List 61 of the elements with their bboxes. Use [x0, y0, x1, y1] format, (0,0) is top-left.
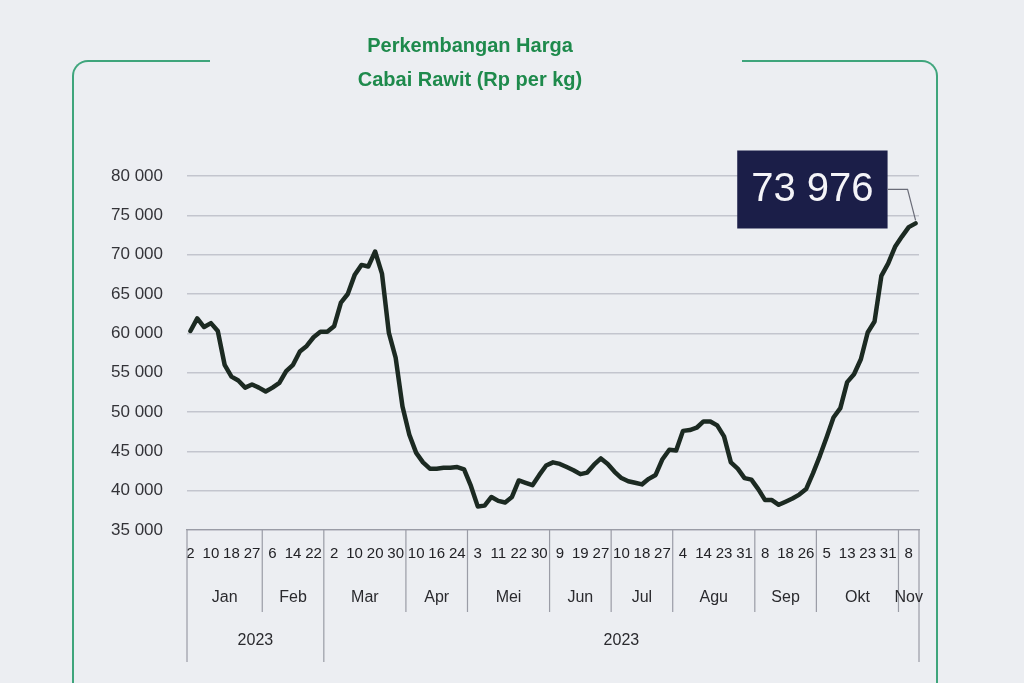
y-tick-label: 75 000 — [111, 205, 163, 225]
data-label: 73 976 — [751, 165, 874, 210]
x-tick-label: 11 — [490, 544, 507, 562]
text: 2023 — [603, 631, 640, 649]
x-tick-label: 4 — [678, 544, 688, 562]
x-tick-label: 10 — [202, 544, 220, 562]
text: Feb — [279, 588, 307, 606]
text: Jan — [211, 588, 238, 606]
x-tick-label: 8 — [904, 544, 913, 562]
x-tick-label: 31 — [879, 544, 897, 562]
x-tick-label: 10 — [407, 544, 425, 562]
x-tick-label: 30 — [387, 544, 404, 562]
text: Jun — [567, 588, 594, 606]
text: Nov — [894, 588, 923, 606]
text: Apr — [424, 588, 450, 606]
x-tick-label: 30 — [530, 544, 548, 562]
y-tick-label: 70 000 — [111, 244, 163, 264]
text: Mar — [351, 588, 380, 606]
x-tick-label: 2 — [186, 544, 195, 562]
x-tick-label: 20 — [366, 544, 384, 562]
x-tick-label: 10 — [613, 544, 630, 562]
x-tick-label: 2 — [329, 544, 339, 562]
x-tick-label: 19 — [572, 544, 589, 562]
x-tick-label: 27 — [592, 544, 610, 562]
x-tick-label: 26 — [797, 544, 815, 562]
y-tick-label: 60 000 — [111, 323, 163, 343]
x-tick-label: 23 — [715, 544, 733, 562]
x-tick-label: 31 — [736, 544, 753, 562]
x-tick-label: 13 — [838, 544, 856, 562]
text: Agu — [699, 588, 728, 606]
x-tick-label: 10 — [346, 544, 363, 562]
x-tick-label: 22 — [305, 544, 322, 562]
y-tick-label: 55 000 — [111, 362, 163, 382]
y-tick-label: 35 000 — [111, 519, 163, 539]
y-tick-label: 40 000 — [111, 480, 163, 500]
y-tick-label: 65 000 — [111, 283, 163, 303]
x-tick-label: 9 — [555, 544, 565, 562]
text: 2023 — [237, 631, 274, 649]
x-tick-label: 8 — [760, 544, 770, 562]
x-tick-label: 14 — [695, 544, 712, 562]
x-tick-label: 18 — [223, 544, 240, 562]
y-tick-label: 45 000 — [111, 441, 163, 461]
y-tick-label: 80 000 — [111, 165, 163, 185]
chart-title: Perkembangan Harga Cabai Rawit (Rp per kg) — [356, 33, 584, 92]
text: Okt — [844, 588, 871, 606]
text: Sep — [771, 588, 800, 606]
x-tick-label: 24 — [448, 544, 466, 562]
x-tick-label: 3 — [473, 544, 482, 562]
y-tick-label: 50 000 — [111, 401, 163, 421]
x-tick-label: 5 — [822, 544, 831, 562]
x-tick-label: 18 — [633, 544, 651, 562]
x-tick-label: 18 — [777, 544, 794, 562]
x-tick-label: 14 — [284, 544, 302, 562]
x-tick-label: 27 — [243, 544, 261, 562]
text: Jul — [631, 588, 653, 606]
x-tick-label: 22 — [510, 544, 528, 562]
x-tick-label: 16 — [428, 544, 446, 562]
x-tick-label: 27 — [654, 544, 671, 562]
x-tick-label: 23 — [859, 544, 877, 562]
x-tick-label: 6 — [268, 544, 277, 562]
text: Mei — [495, 588, 522, 606]
